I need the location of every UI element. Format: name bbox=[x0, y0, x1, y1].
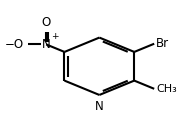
Text: O: O bbox=[42, 16, 51, 29]
Text: −O: −O bbox=[5, 38, 24, 51]
Text: +: + bbox=[51, 32, 58, 41]
Text: Br: Br bbox=[156, 37, 169, 50]
Text: N: N bbox=[95, 100, 104, 113]
Text: CH₃: CH₃ bbox=[156, 84, 177, 94]
Text: N: N bbox=[42, 38, 51, 51]
